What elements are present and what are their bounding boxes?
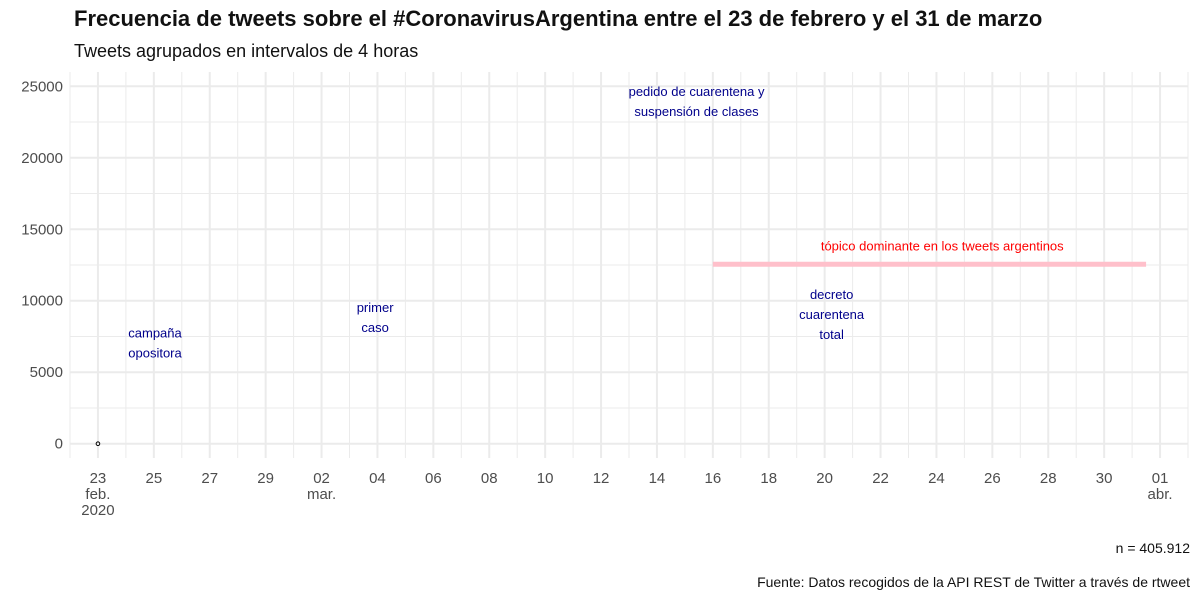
chart-annotation: decreto cuarentena total <box>799 287 865 342</box>
x-tick-label: 02 mar. <box>307 470 336 503</box>
chart-annotation: pedido de cuarentena y suspensión de clas… <box>629 84 765 119</box>
x-tick-label: 26 <box>984 470 1001 487</box>
y-tick-label: 10000 <box>21 293 63 310</box>
x-tick-label: 27 <box>201 470 218 487</box>
y-tick-label: 25000 <box>21 78 63 95</box>
x-tick-label: 22 <box>872 470 889 487</box>
x-tick-label: 10 <box>537 470 554 487</box>
x-tick-label: 08 <box>481 470 498 487</box>
x-tick-label: 01 abr. <box>1148 470 1173 503</box>
x-tick-label: 30 <box>1096 470 1113 487</box>
x-tick-label: 18 <box>760 470 777 487</box>
x-tick-label: 23 feb. 2020 <box>81 470 114 519</box>
annotation-layer: campaña opositora primer caso pedido de cuar… <box>128 84 1064 361</box>
y-tick-label: 15000 <box>21 221 63 238</box>
y-axis: 0 5000 10000 15000 20000 25000 <box>21 78 63 452</box>
x-tick-label: 24 <box>928 470 945 487</box>
x-axis: 23 feb. 2020 25 27 29 02 mar. 04 06 08 10 12 14 16 18 20… <box>81 470 1172 519</box>
x-tick-label: 29 <box>257 470 274 487</box>
x-tick-label: 28 <box>1040 470 1057 487</box>
y-tick-label: 0 <box>55 436 63 453</box>
y-tick-label: 5000 <box>30 364 63 381</box>
data-marks <box>95 441 101 447</box>
x-tick-label: 06 <box>425 470 442 487</box>
x-tick-label: 25 <box>146 470 163 487</box>
chart-subtitle: Tweets agrupados en intervalos de 4 hora… <box>74 41 419 61</box>
chart-title: Frecuencia de tweets sobre el #Coronavir… <box>74 6 1043 31</box>
y-tick-label: 20000 <box>21 150 63 167</box>
chart-annotation: tópico dominante en los tweets argentino… <box>821 238 1064 253</box>
chart-annotation: campaña opositora <box>128 326 182 361</box>
x-tick-label: 16 <box>705 470 722 487</box>
data-point <box>95 441 101 447</box>
x-tick-label: 12 <box>593 470 610 487</box>
chart-annotation: primer caso <box>357 300 395 335</box>
sample-size-label: n = 405.912 <box>1115 540 1190 556</box>
source-caption: Fuente: Datos recogidos de la API REST d… <box>757 574 1190 590</box>
x-tick-label: 14 <box>649 470 666 487</box>
x-tick-label: 04 <box>369 470 386 487</box>
x-tick-label: 20 <box>816 470 833 487</box>
